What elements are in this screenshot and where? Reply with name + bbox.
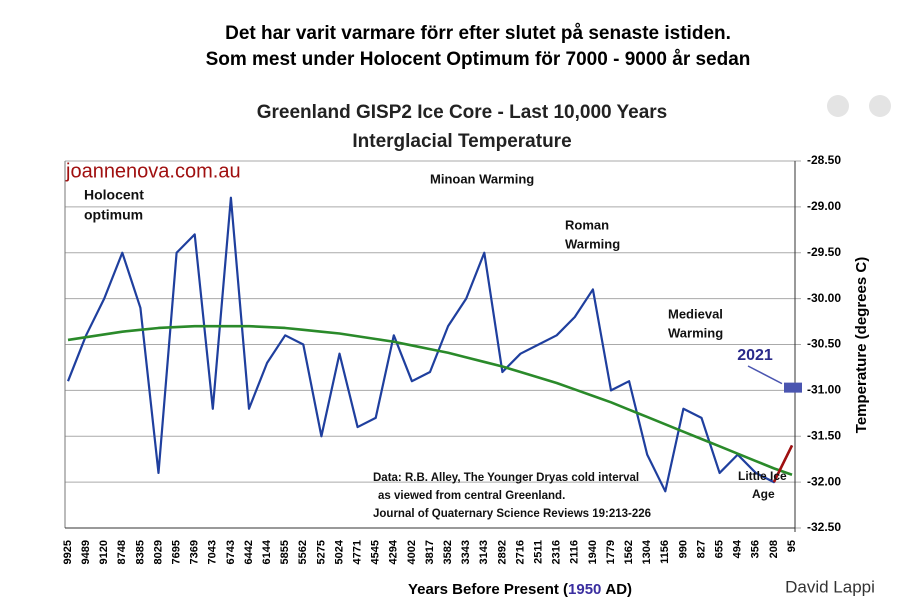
x-tick-label: 7043 xyxy=(207,540,219,564)
x-tick-label: 1779 xyxy=(605,540,617,564)
x-title-part: AD) xyxy=(605,581,632,598)
nav-next[interactable] xyxy=(869,95,891,117)
x-tick-label: 6442 xyxy=(243,540,255,564)
y-tick-label: -30.50 xyxy=(807,337,841,351)
x-tick-label: 4771 xyxy=(352,540,364,564)
x-tick-label: 1156 xyxy=(659,540,671,564)
x-tick-label: 3343 xyxy=(460,540,472,564)
annotation: Data: R.B. Alley, The Younger Dryas cold… xyxy=(373,472,639,484)
annotation: Roman xyxy=(565,217,609,232)
x-tick-label: 356 xyxy=(750,540,762,558)
x-tick-label: 1304 xyxy=(641,539,653,564)
header-line: Det har varit varmare förr efter slutet … xyxy=(225,23,731,44)
x-tick-label: 7369 xyxy=(189,540,201,564)
x-tick-label: 827 xyxy=(695,540,707,558)
x-tick-label: 7695 xyxy=(171,540,183,564)
chart-title: Greenland GISP2 Ice Core - Last 10,000 Y… xyxy=(257,102,667,123)
x-tick-label: 6144 xyxy=(261,539,273,564)
x-tick-label: 8029 xyxy=(152,540,164,564)
x-tick-label: 5562 xyxy=(297,540,309,564)
marker-arrow xyxy=(747,365,783,385)
annotation: Little Ice xyxy=(738,469,787,483)
annotation: Journal of Quaternary Science Reviews 19… xyxy=(373,508,651,520)
marker-2021 xyxy=(784,382,802,393)
x-axis-title: Years Before Present (1950 AD) xyxy=(408,581,632,598)
x-tick-label: 3582 xyxy=(442,540,454,564)
x-tick-label: 4545 xyxy=(370,540,382,564)
header-line: Som mest under Holocent Optimum för 7000… xyxy=(206,49,751,70)
credit: David Lappi xyxy=(785,577,875,596)
x-tick-label: 655 xyxy=(714,540,726,558)
y-tick-label: -29.00 xyxy=(807,199,841,213)
y-tick-label: -29.50 xyxy=(807,245,841,259)
annotation: as viewed from central Greenland. xyxy=(378,490,565,502)
x-tick-label: 6743 xyxy=(225,540,237,564)
series-line xyxy=(67,324,793,477)
x-tick-label: 990 xyxy=(677,540,689,558)
annotation: Age xyxy=(752,487,775,501)
y-tick-label: -30.00 xyxy=(807,291,841,305)
y-axis-title: Temperature (degrees C) xyxy=(853,257,870,433)
x-title-part: Years Before Present ( xyxy=(408,581,568,598)
x-tick-label: 5855 xyxy=(279,540,291,564)
x-tick-label: 1940 xyxy=(587,540,599,564)
nav-prev[interactable] xyxy=(827,95,849,117)
recent-segment xyxy=(772,444,794,483)
x-tick-label: 2716 xyxy=(514,540,526,564)
x-tick-label: 8385 xyxy=(134,540,146,564)
annotation: Minoan Warming xyxy=(430,171,534,186)
annotation: optimum xyxy=(84,207,143,223)
y-tick-label: -31.50 xyxy=(807,428,841,442)
x-tick-label: 2116 xyxy=(569,540,581,564)
chart-title: Interglacial Temperature xyxy=(352,131,571,152)
x-tick-label: 3817 xyxy=(424,540,436,564)
y-tick-label: -32.50 xyxy=(807,520,841,534)
marker-label: 2021 xyxy=(737,347,773,364)
series-line xyxy=(66,196,793,493)
x-tick-label: 494 xyxy=(732,539,744,558)
x-tick-label: 2316 xyxy=(551,540,563,564)
x-tick-label: 1562 xyxy=(623,540,635,564)
y-tick-label: -28.50 xyxy=(807,153,841,167)
annotation: Medieval xyxy=(668,306,723,321)
annotation: Holocent xyxy=(84,187,144,203)
x-tick-label: 9489 xyxy=(80,540,92,564)
x-tick-label: 5275 xyxy=(315,540,327,564)
x-tick-label: 208 xyxy=(768,540,780,558)
y-tick-label: -32.00 xyxy=(807,474,841,488)
x-tick-label: 3143 xyxy=(478,540,490,564)
x-tick-label: 9925 xyxy=(62,540,74,564)
x-tick-label: 5024 xyxy=(333,539,345,564)
y-tick-label: -31.00 xyxy=(807,383,841,397)
x-tick-label: 95 xyxy=(786,540,798,552)
x-title-year: 1950 xyxy=(568,581,601,598)
x-tick-label: 9120 xyxy=(98,540,110,564)
x-tick-label: 2892 xyxy=(496,540,508,564)
x-tick-label: 4002 xyxy=(406,540,418,564)
x-tick-label: 4294 xyxy=(388,539,400,564)
annotation: Warming xyxy=(668,325,723,340)
annotation: Warming xyxy=(565,236,620,251)
x-tick-label: 2511 xyxy=(533,540,545,564)
x-tick-label: 8748 xyxy=(116,540,128,564)
annotation: joannenova.com.au xyxy=(65,160,241,182)
